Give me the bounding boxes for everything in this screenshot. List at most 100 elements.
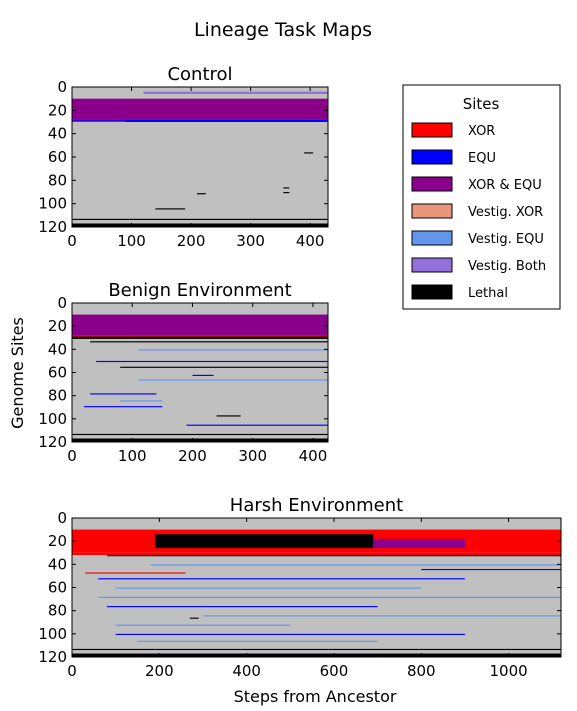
heatmap-band-lethal: [72, 433, 328, 436]
legend-label-xor-equ: XOR & EQU: [468, 178, 542, 193]
y-axis-label: Genome Sites: [8, 317, 27, 429]
y-tick-label: 20: [48, 532, 67, 550]
y-tick-label: 40: [48, 555, 67, 573]
x-tick-label: 200: [177, 232, 206, 250]
x-tick-label: 0: [67, 447, 77, 465]
heatmap-band-equ: [84, 406, 163, 408]
legend-swatch-vestig-both: [411, 257, 453, 273]
x-tick-label: 400: [296, 232, 325, 250]
x-tick-label: 100: [118, 447, 147, 465]
y-tick-label: 0: [57, 78, 67, 96]
y-tick-label: 20: [48, 101, 67, 119]
x-tick-label: 100: [117, 232, 146, 250]
x-tick-label: 400: [299, 447, 328, 465]
heatmap-band-lethal: [197, 193, 206, 195]
legend-title: Sites: [463, 95, 500, 113]
heatmap-band-vest-equ: [150, 564, 561, 566]
panel-title: Control: [167, 64, 232, 85]
heatmap-band-both: [373, 538, 465, 549]
heatmap-band-lethal: [72, 218, 328, 220]
control-panel: Control 0 100 200 300 400 0 20 40 60 80 100 120: [38, 64, 329, 250]
legend-swatch-equ: [411, 149, 453, 165]
heatmap-band-vest-equ: [115, 587, 422, 589]
y-tick-label: 80: [48, 171, 67, 189]
heatmap-band-vest-equ: [115, 624, 291, 626]
heatmap-band-lethal: [72, 223, 328, 227]
y-tick-label: 80: [48, 602, 67, 620]
x-tick-label: 200: [178, 447, 207, 465]
panel-title: Harsh Environment: [230, 495, 403, 516]
heatmap-band-equ: [106, 606, 378, 608]
legend-swatch-xor: [411, 122, 453, 138]
y-tick-label: 100: [38, 625, 67, 643]
legend-label-lethal: Lethal: [468, 286, 508, 301]
heatmap-band-lethal: [90, 341, 328, 343]
y-tick-label: 40: [48, 125, 67, 143]
y-tick-label: 120: [38, 648, 67, 666]
heatmap-band-vest-both: [143, 91, 328, 94]
x-tick-label: 1000: [490, 662, 528, 680]
heatmap-band-lethal: [72, 653, 561, 657]
y-tick-label: 60: [48, 148, 67, 166]
heatmap-band-equ: [115, 633, 465, 635]
y-tick-label: 0: [57, 509, 67, 527]
figure-title: Lineage Task Maps: [194, 19, 372, 41]
heatmap-band-vest-equ: [120, 400, 163, 402]
heatmap-band-vest-equ: [98, 596, 561, 598]
legend-label-xor: XOR: [468, 124, 495, 139]
y-tick-label: 0: [57, 294, 67, 312]
heatmap-band-vest-equ: [138, 349, 328, 351]
heatmap-band-lethal: [120, 366, 328, 368]
x-tick-label: 0: [67, 232, 77, 250]
x-tick-label: 200: [145, 662, 174, 680]
y-tick-label: 120: [38, 433, 67, 451]
x-tick-label: 300: [238, 447, 267, 465]
x-tick-label: 0: [67, 662, 77, 680]
x-tick-label: 600: [320, 662, 349, 680]
y-tick-label: 100: [38, 195, 67, 213]
heatmap-band-lethal: [155, 208, 186, 210]
x-axis-label: Steps from Ancestor: [234, 687, 397, 706]
heatmap-band-equ: [72, 119, 328, 122]
heatmap-band-lethal: [283, 187, 290, 189]
legend-swatch-lethal: [411, 284, 453, 300]
y-tick-label: 60: [48, 364, 67, 382]
legend-swatch-xor-equ: [411, 176, 453, 192]
x-tick-label: 300: [236, 232, 265, 250]
x-tick-label: 400: [232, 662, 261, 680]
y-tick-label: 80: [48, 387, 67, 405]
heatmap-band-lethal: [72, 336, 328, 339]
heatmap-band-xor: [72, 335, 328, 337]
legend-label-equ: EQU: [468, 151, 496, 166]
heatmap-band-both: [72, 98, 328, 120]
panel-title: Benign Environment: [108, 280, 291, 301]
y-tick-label: 20: [48, 317, 67, 335]
heatmap-band-equ: [186, 424, 328, 426]
heatmap-band-equ: [90, 393, 157, 395]
harsh-environment-panel: Harsh Environment 0 200 400 600 800 1000 0 20 40 6…: [38, 495, 562, 680]
y-tick-label: 100: [38, 410, 67, 428]
y-tick-label: 40: [48, 340, 67, 358]
heatmap-band-vest-equ: [138, 379, 328, 381]
heatmap-band-xor: [72, 552, 561, 556]
legend-label-vestig-equ: Vestig. EQU: [468, 232, 544, 247]
heatmap-band-lethal: [72, 648, 561, 651]
legend-label-vestig-both: Vestig. Both: [468, 259, 546, 274]
heatmap-band-both: [72, 314, 328, 336]
y-tick-label: 60: [48, 579, 67, 597]
legend-frame: [402, 84, 561, 310]
legend-label-vestig-xor: Vestig. XOR: [468, 205, 543, 220]
legend-swatch-vestig-xor: [411, 203, 453, 219]
y-tick-label: 120: [38, 218, 67, 236]
heatmap-band-xor: [72, 120, 126, 122]
heatmap-band-lethal: [106, 555, 561, 557]
heatmap-band-vest-equ: [202, 615, 561, 617]
x-tick-label: 800: [407, 662, 436, 680]
legend: Sites XOR EQU XOR & EQU Vestig. XOR Vestig. …: [402, 84, 561, 310]
heatmap-band-xor: [85, 572, 186, 574]
heatmap-band-lethal: [189, 617, 199, 619]
heatmap-band-equ: [421, 568, 561, 571]
heatmap-band-lethal: [72, 438, 328, 442]
heatmap-band-lethal: [216, 415, 241, 417]
